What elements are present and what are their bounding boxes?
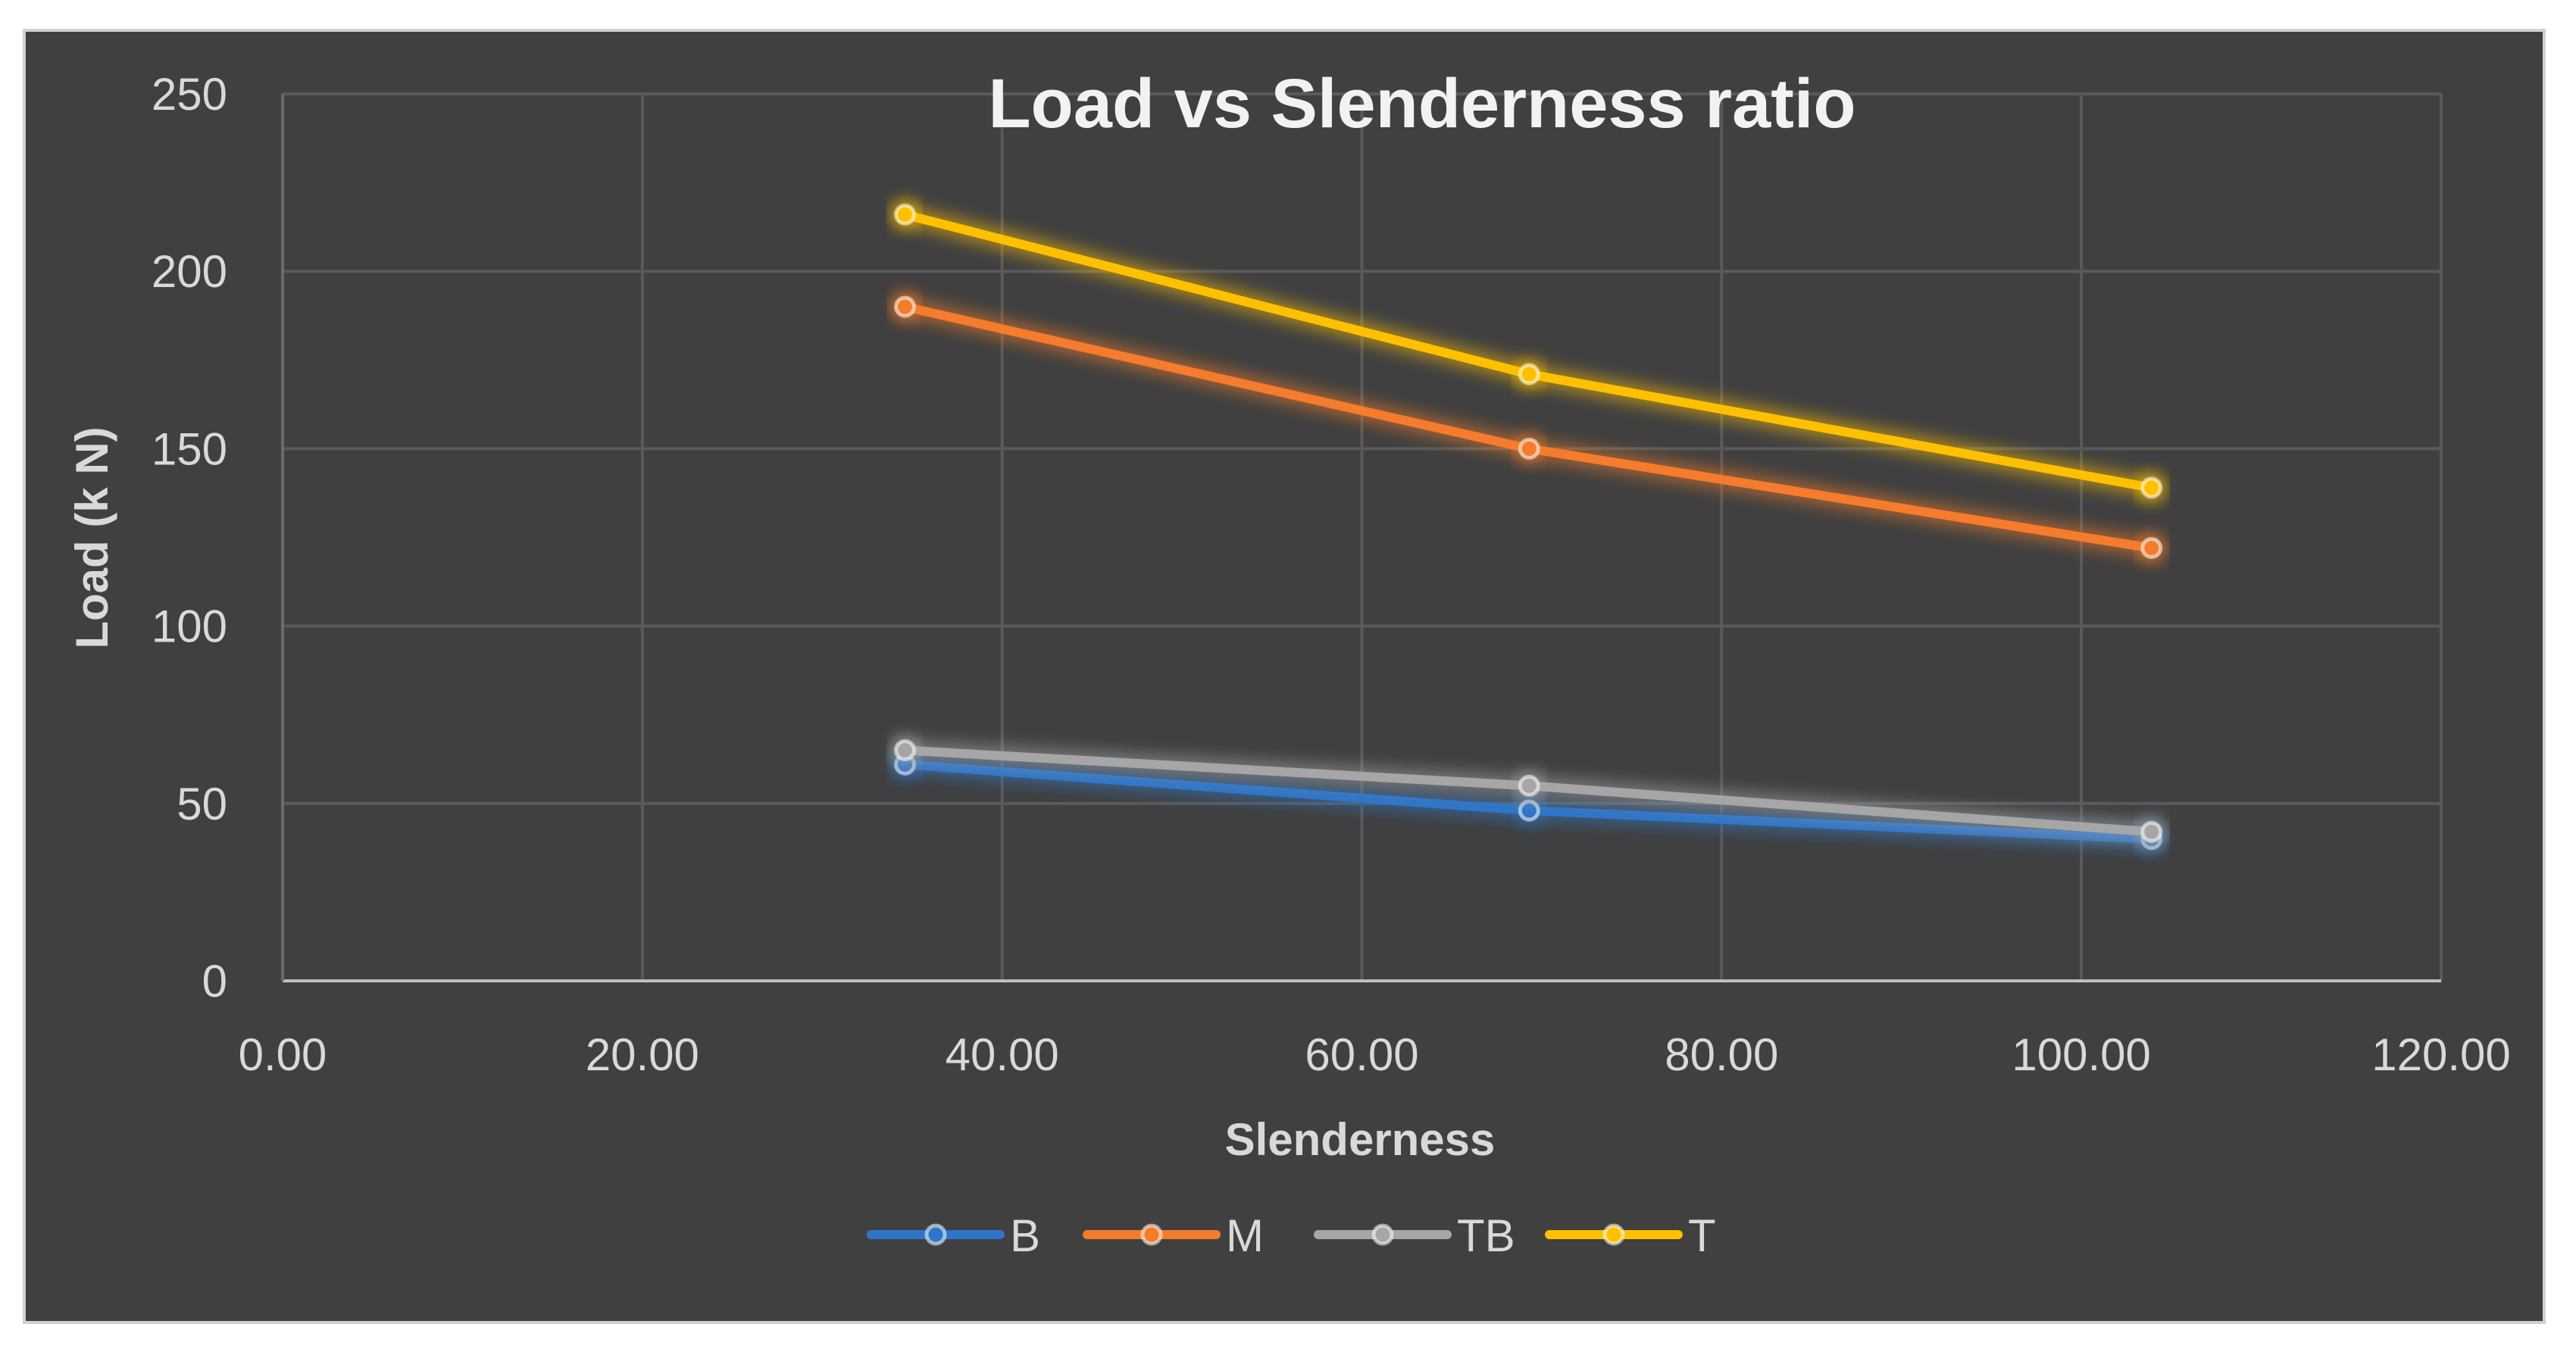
- legend-item-b: B: [867, 1210, 1040, 1261]
- y-tick-label: 50: [177, 779, 227, 829]
- data-point-tb: [893, 739, 916, 762]
- x-tick-label: 20.00: [586, 1029, 699, 1080]
- legend-item-tb: TB: [1314, 1210, 1515, 1261]
- legend-label-m: M: [1226, 1210, 1264, 1261]
- data-point-b: [1518, 799, 1540, 822]
- y-tick-label: 200: [152, 246, 227, 297]
- legend: B M TB T: [867, 1210, 1716, 1261]
- x-tick-label: 40.00: [946, 1029, 1059, 1080]
- x-tick-label: 120.00: [2371, 1029, 2511, 1080]
- x-tick-label: 80.00: [1665, 1029, 1778, 1080]
- chart-title: Load vs Slenderness ratio: [988, 65, 1855, 142]
- y-tick-label: 0: [202, 956, 227, 1007]
- series-group: [889, 199, 2167, 854]
- data-point-m: [1518, 437, 1540, 460]
- data-point-tb: [1518, 774, 1540, 797]
- legend-item-m: M: [1083, 1210, 1264, 1261]
- x-tick-label: 100.00: [2012, 1029, 2151, 1080]
- x-tick-label: 0.00: [239, 1029, 327, 1080]
- chart-frame: [23, 29, 2546, 1324]
- legend-label-t: T: [1688, 1210, 1716, 1261]
- y-tick-label: 150: [152, 423, 227, 474]
- data-point-tb: [2140, 820, 2163, 843]
- data-point-m: [893, 295, 916, 318]
- axes: 0.00 20.00 40.00 60.00 80.00 100.00 120.00 0 50 1…: [152, 69, 2511, 1080]
- series-glow-m: [895, 297, 2162, 558]
- y-tick-label: 100: [152, 601, 227, 652]
- legend-label-b: B: [1010, 1210, 1040, 1261]
- legend-label-tb: TB: [1457, 1210, 1515, 1261]
- legend-marker-b: [924, 1223, 947, 1246]
- data-point-m: [2140, 537, 2163, 560]
- data-point-t: [893, 203, 916, 226]
- data-point-t: [1518, 363, 1540, 386]
- legend-marker-tb: [1371, 1223, 1394, 1246]
- legend-marker-t: [1602, 1223, 1625, 1246]
- data-point-t: [2140, 476, 2163, 499]
- x-tick-label: 60.00: [1305, 1029, 1418, 1080]
- legend-item-t: T: [1545, 1210, 1716, 1261]
- y-axis-title: Load (k N): [67, 426, 117, 648]
- legend-marker-m: [1140, 1223, 1163, 1246]
- x-axis-title: Slenderness: [1225, 1114, 1496, 1165]
- y-tick-label: 250: [152, 69, 227, 120]
